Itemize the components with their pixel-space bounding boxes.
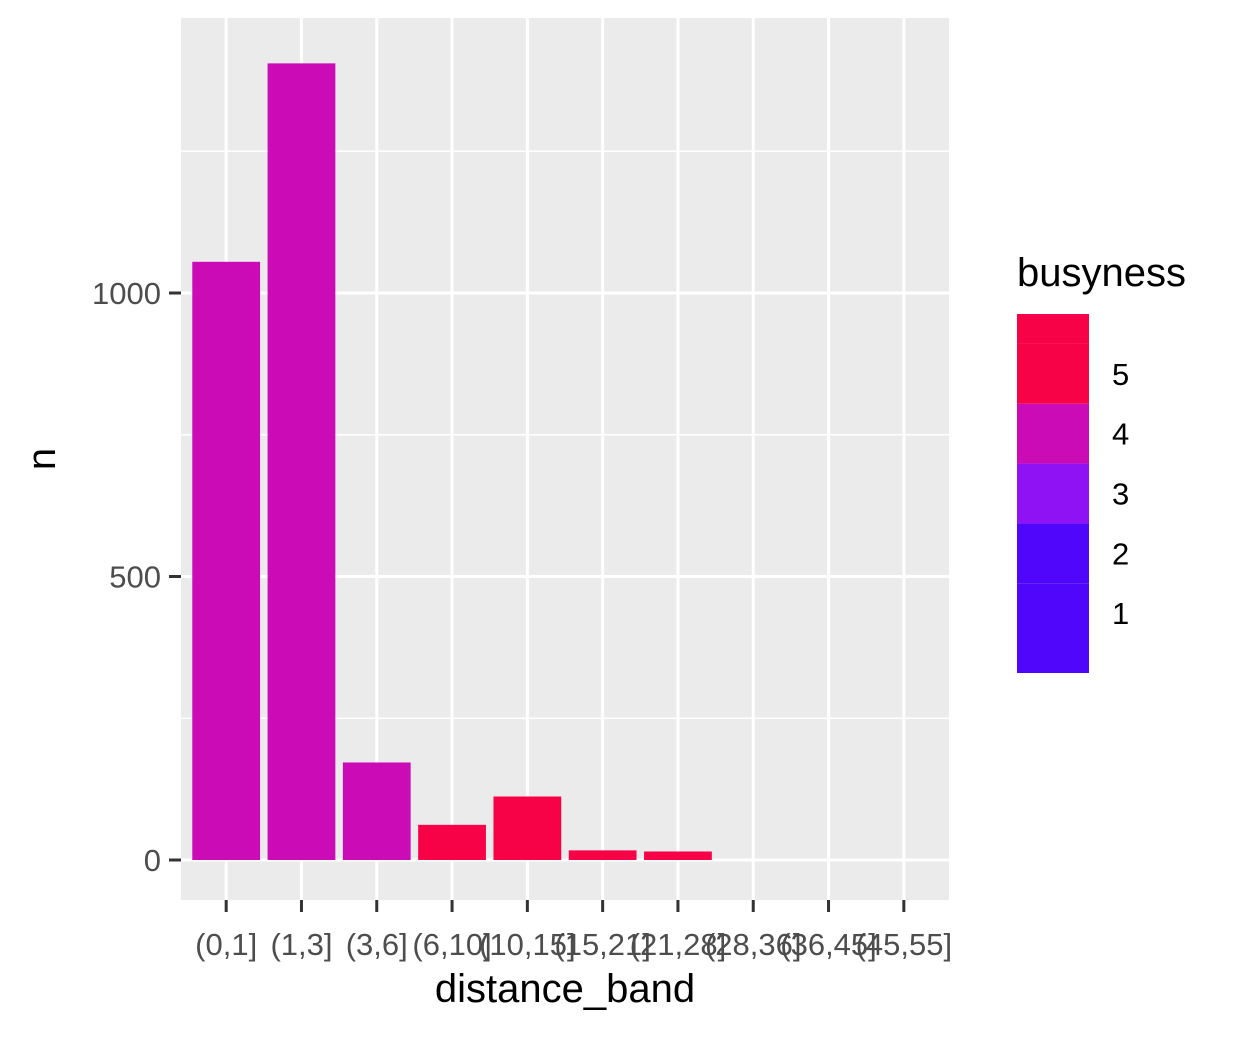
bar [418,824,486,860]
legend: busyness 5 4 3 2 1 [1017,251,1186,673]
x-tick-label: (45,55] [856,927,953,962]
legend-colorbar-segment [1017,314,1089,344]
x-tick-label: (3,6] [346,927,408,962]
x-tick-label: (6,10] [412,927,491,962]
bar [342,762,411,860]
legend-colorbar-segment [1017,403,1089,464]
legend-label: 5 [1112,357,1129,392]
legend-colorbar-segment [1017,523,1089,584]
y-tick-label: 1000 [92,276,161,311]
y-axis-title: n [20,448,64,470]
bars [192,63,712,861]
y-axis: 0 500 1000 [92,276,181,878]
bar [568,850,637,860]
x-tick-label: (36,45] [780,927,877,962]
legend-colorbar-segment [1017,583,1089,673]
legend-label: 4 [1112,417,1129,452]
x-tick-label: (28,36] [705,927,802,962]
y-tick-label: 0 [144,843,161,878]
x-tick-label: (15,21] [554,927,651,962]
legend-title: busyness [1017,251,1186,295]
x-tick-label: (21,28] [630,927,727,962]
bar [267,63,336,861]
legend-colorbar-segment [1017,343,1089,404]
legend-label: 2 [1112,536,1129,571]
x-axis-title: distance_band [435,967,695,1011]
x-axis: (0,1] (1,3] (3,6] (6,10](10,15](15,21](21,2… [195,900,952,962]
bar [644,851,712,860]
legend-colorbar-segment [1017,463,1089,524]
bar [493,796,562,860]
x-tick-label: (0,1] [195,927,257,962]
x-tick-label: (10,15] [479,927,576,962]
legend-label: 1 [1112,596,1129,631]
bar [192,261,261,860]
x-tick-label: (1,3] [270,927,332,962]
y-tick-label: 500 [109,560,161,595]
legend-label: 3 [1112,477,1129,512]
